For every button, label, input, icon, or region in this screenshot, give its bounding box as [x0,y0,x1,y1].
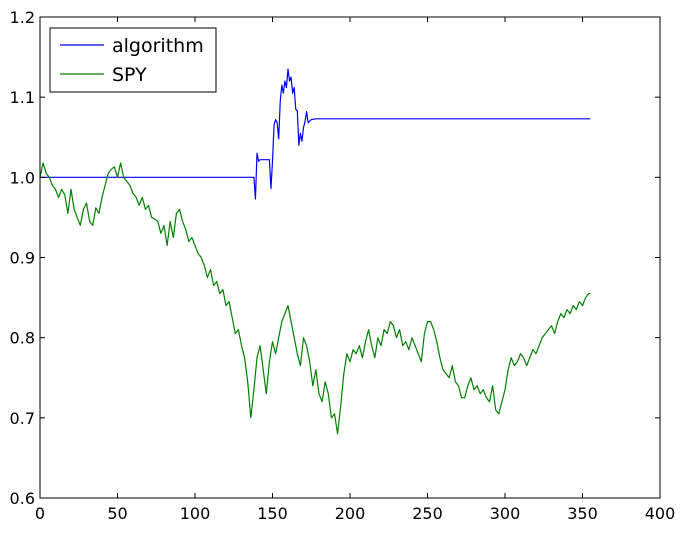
legend-box [49,27,217,93]
y-tick-label: 1.1 [10,88,35,107]
x-tick-label: 200 [335,504,366,523]
ticks-layer: 0 50 100 150 200 250 300 350 400 0.6 0.7 0.8 0.9 1.0 1… [10,8,676,523]
y-tick-label: 1.2 [10,8,35,27]
x-tick-label: 150 [257,504,288,523]
x-tick-label: 250 [412,504,443,523]
x-tick-label: 350 [567,504,598,523]
plot-area [40,17,660,498]
series-line-algorithm [40,68,591,200]
series-layer [39,68,591,435]
y-tick-label: 0.7 [10,409,35,428]
y-tick-label: 0.8 [10,329,35,348]
x-tick-label: 400 [645,504,676,523]
legend-label-spy: SPY [112,64,147,86]
legend: algorithm SPY [49,27,217,93]
plot-background [40,17,660,498]
y-tick-label: 1.0 [10,168,35,187]
x-tick-label: 0 [35,504,45,523]
x-tick-label: 100 [180,504,211,523]
x-tick-label: 50 [107,504,127,523]
legend-label-algorithm: algorithm [112,35,204,57]
x-tick-label: 300 [490,504,521,523]
y-tick-label: 0.9 [10,249,35,268]
series-line-spy [39,162,591,435]
y-tick-label: 0.6 [10,489,35,508]
